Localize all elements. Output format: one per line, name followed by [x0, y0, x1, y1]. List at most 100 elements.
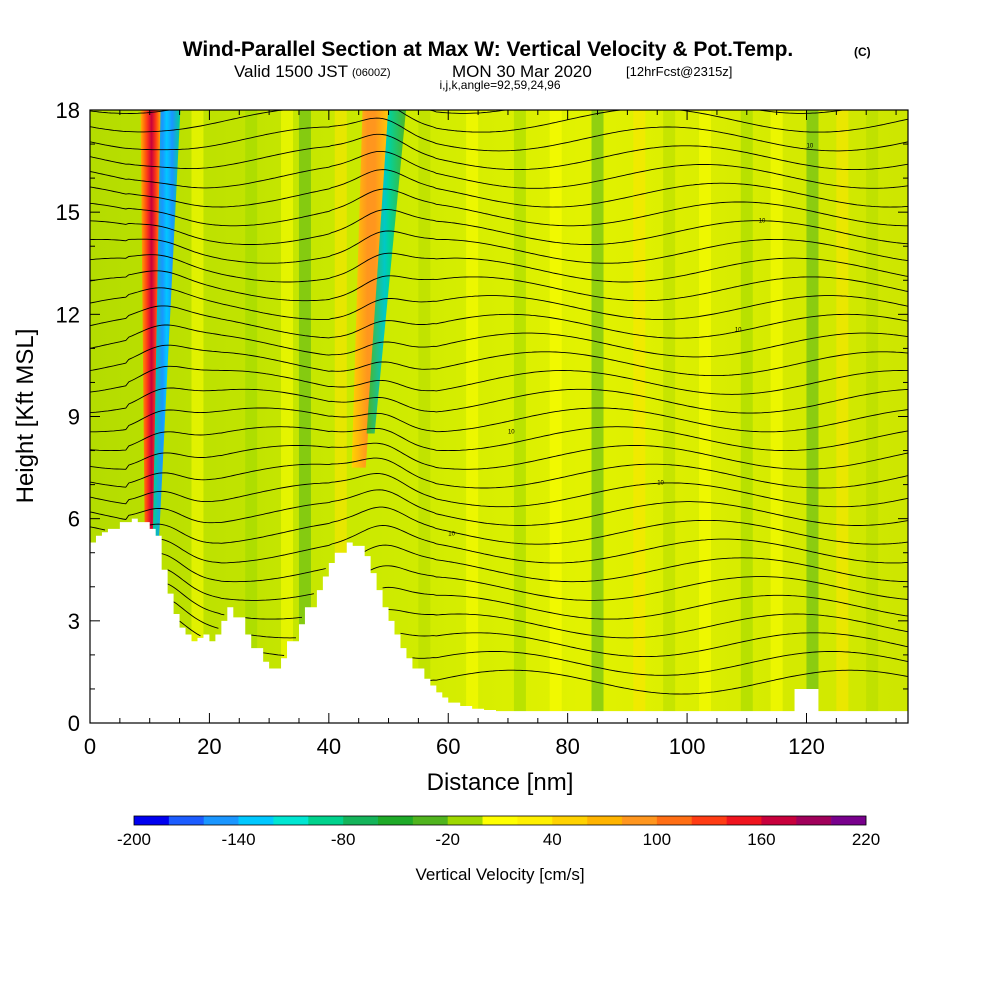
- chart-title: Wind-Parallel Section at Max W: Vertical…: [183, 38, 794, 61]
- field-streaks: [191, 110, 879, 723]
- theta-contour: [90, 344, 908, 377]
- colorbar-swatch: [447, 816, 483, 825]
- theta-contour: [90, 489, 908, 526]
- contour-label: 10: [806, 143, 813, 149]
- x-tick-label: 80: [555, 734, 579, 759]
- theta-contour: [90, 305, 908, 339]
- x-tick-label: 0: [84, 734, 96, 759]
- colorbar-tick-label: -20: [435, 830, 460, 849]
- field-streak: [513, 110, 526, 723]
- field-streak: [281, 110, 294, 723]
- colorbar-tick-label: 40: [543, 830, 562, 849]
- theta-contour: [161, 544, 908, 583]
- colorbar-tick-label: 100: [643, 830, 671, 849]
- colorbar-swatch: [517, 816, 553, 825]
- colorbar-swatch: [552, 816, 588, 825]
- theta-contour: [90, 230, 908, 264]
- contour-label: 10: [657, 481, 664, 487]
- theta-contour: [412, 651, 908, 676]
- theta-contour: [90, 133, 908, 171]
- theta-contour: [179, 620, 908, 658]
- field-streak: [698, 110, 711, 723]
- colorbar-tick-label: 160: [747, 830, 775, 849]
- x-tick-label: 20: [197, 734, 221, 759]
- colorbar-swatch: [238, 816, 274, 825]
- theta-contour: [90, 387, 908, 414]
- colorbar-swatch: [761, 816, 797, 825]
- theta-contour: [161, 525, 908, 564]
- colorbar-tick-label: -80: [331, 830, 356, 849]
- field-streak: [466, 110, 479, 723]
- theta-contour: [90, 473, 908, 508]
- x-tick-label: 60: [436, 734, 460, 759]
- colorbar-swatch: [656, 816, 693, 825]
- y-tick-label: 9: [68, 405, 80, 430]
- y-tick-label: 12: [56, 302, 80, 327]
- indices-label: i,j,k,angle=92,59,24,96: [439, 78, 560, 92]
- field-streak: [866, 110, 879, 723]
- field-streak: [191, 110, 204, 723]
- theta-contour: [90, 252, 908, 283]
- colorbar-swatch: [412, 816, 449, 825]
- colorbar-swatch: [134, 816, 170, 825]
- colorbar-swatch: [378, 816, 414, 825]
- theta-contour: [90, 287, 908, 320]
- y-tick-label: 6: [68, 507, 80, 532]
- theta-contour: [90, 169, 908, 208]
- theta-contour: [90, 117, 908, 152]
- theta-contour: [167, 565, 908, 601]
- colorbar-swatch: [691, 816, 727, 825]
- colorbar-swatch: [796, 816, 832, 825]
- field-streak: [245, 110, 258, 723]
- theta-contour: [90, 270, 908, 302]
- colorbar-swatch: [482, 816, 518, 825]
- colorbar-tick-label: -200: [117, 830, 151, 849]
- theta-contour: [90, 209, 908, 245]
- valid-prefix: Valid 1500 JST: [234, 62, 348, 81]
- contour-label: 10: [735, 327, 742, 333]
- y-tick-label: 3: [68, 609, 80, 634]
- contour-labels: 10 10 10 10 10 10: [448, 143, 814, 537]
- theta-contour: [90, 407, 908, 433]
- theta-contour: [90, 426, 908, 452]
- valid-line: Valid 1500 JST (0600Z) MON 30 Mar 2020 […: [234, 62, 732, 81]
- theta-contour: [90, 188, 908, 227]
- field-streak: [591, 110, 604, 723]
- terrain: [90, 518, 908, 723]
- field-streak: [806, 110, 819, 723]
- theta-contour: [90, 442, 908, 470]
- y-tick-label: 0: [68, 711, 80, 736]
- colorbar-swatch: [168, 816, 205, 825]
- contour-label: 10: [508, 430, 515, 436]
- colorbar-label: Vertical Velocity [cm/s]: [415, 865, 584, 884]
- field-streak: [298, 110, 311, 723]
- x-tick-label: 100: [669, 734, 706, 759]
- plot-area: 10 10 10 10 10 10: [90, 110, 908, 723]
- axes: 0 20 40 60 80 100 120 0 3 6 9 12 15 18: [56, 98, 908, 759]
- field-streak: [418, 110, 431, 723]
- colorbar-swatch: [203, 816, 239, 825]
- field-streak: [770, 110, 783, 723]
- colorbar-tick-label: -140: [222, 830, 256, 849]
- theta-contour: [90, 324, 908, 358]
- updraft-band: [140, 110, 163, 536]
- colorbar-swatch: [273, 816, 309, 825]
- valid-date: MON 30 Mar 2020: [452, 62, 592, 81]
- theta-contour: [90, 506, 908, 545]
- x-tick-label: 120: [788, 734, 825, 759]
- valid-utc: (0600Z): [352, 67, 391, 79]
- y-axis-label: Height [Kft MSL]: [12, 329, 39, 504]
- colorbar-tick-label: 220: [852, 830, 880, 849]
- colorbar-swatch: [831, 816, 867, 825]
- theta-contour: [167, 583, 908, 620]
- theta-contour: [90, 365, 908, 395]
- colorbar-swatch: [587, 816, 623, 825]
- title-mark: (C): [854, 45, 871, 59]
- theta-contour: [90, 150, 908, 189]
- theta-contour: [430, 669, 908, 695]
- x-tick-label: 40: [317, 734, 341, 759]
- theta-contour: [173, 601, 908, 639]
- theta-contour: [90, 110, 846, 114]
- forecast-label: [12hrFcst@2315z]: [626, 64, 732, 79]
